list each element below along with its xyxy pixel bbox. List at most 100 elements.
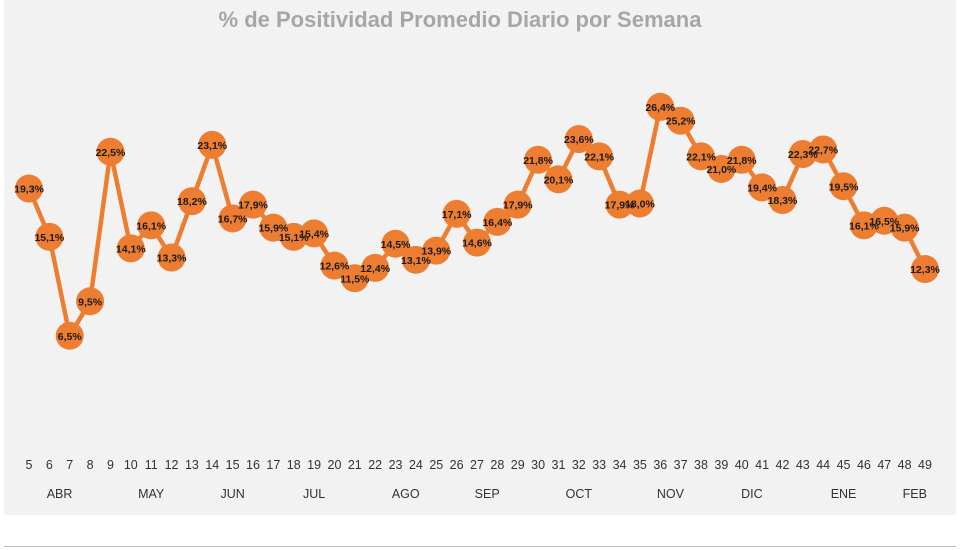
month-label: OCT <box>566 487 593 501</box>
x-tick-label: 10 <box>124 458 138 472</box>
x-tick-label: 18 <box>287 458 301 472</box>
data-point-marker <box>15 174 43 203</box>
data-label: 23,6% <box>564 134 594 146</box>
x-tick-label: 27 <box>470 458 484 472</box>
data-point-marker <box>381 229 410 258</box>
data-point-marker <box>605 190 634 219</box>
x-tick-label: 34 <box>613 458 627 472</box>
x-tick-label: 15 <box>226 458 240 472</box>
series-layer <box>15 92 939 350</box>
data-label: 23,1% <box>197 140 227 152</box>
x-tick-label: 47 <box>877 458 891 472</box>
chart-title: % de Positividad Promedio Diario por Sem… <box>219 7 703 32</box>
data-label: 22,3% <box>788 149 818 161</box>
x-tick-label: 13 <box>185 458 199 472</box>
data-point-marker <box>666 106 695 135</box>
x-tick-label: 46 <box>857 458 871 472</box>
data-point-marker <box>544 165 573 194</box>
data-label: 16,7% <box>218 213 248 225</box>
data-point-marker <box>503 190 532 219</box>
data-point-marker <box>177 187 206 216</box>
data-point-marker <box>646 92 675 121</box>
data-label: 15,1% <box>34 232 64 244</box>
data-point-marker <box>442 199 471 228</box>
x-tick-label: 43 <box>796 458 810 472</box>
data-point-marker <box>829 172 858 201</box>
data-label: 16,4% <box>482 217 512 229</box>
x-tick-label: 29 <box>511 458 525 472</box>
data-label: 18,3% <box>768 195 798 207</box>
data-point-marker <box>422 236 451 265</box>
month-label: JUL <box>303 487 325 501</box>
x-tick-label: 31 <box>552 458 566 472</box>
x-tick-label: 36 <box>653 458 667 472</box>
data-label: 18,2% <box>177 196 207 208</box>
data-label: 17,9% <box>503 200 533 212</box>
x-tick-label: 49 <box>918 458 932 472</box>
month-label: JUN <box>220 487 244 501</box>
x-tick-label: 6 <box>46 458 53 472</box>
x-tick-label: 22 <box>368 458 382 472</box>
data-point-marker <box>483 207 512 236</box>
x-tick-label: 21 <box>348 458 362 472</box>
data-point-marker <box>116 234 145 263</box>
data-point-marker <box>300 219 329 248</box>
data-label: 14,6% <box>462 238 492 250</box>
month-label: MAY <box>138 487 165 501</box>
data-point-marker <box>320 251 349 280</box>
x-tick-label: 12 <box>165 458 179 472</box>
data-label: 6,5% <box>58 331 83 343</box>
data-point-marker <box>687 142 715 171</box>
x-tick-label: 35 <box>633 458 647 472</box>
data-point-marker <box>625 189 654 218</box>
x-tick-label: 23 <box>389 458 403 472</box>
x-tick-label: 32 <box>572 458 586 472</box>
data-point-marker <box>361 253 390 282</box>
data-label: 12,4% <box>360 263 390 275</box>
data-label: 15,9% <box>890 223 920 235</box>
data-label: 9,5% <box>78 296 103 308</box>
data-label-layer: 19,3% 15,1% 6,5% 9,5% 22,5% 14,1% 16,1% 13,3% 18… <box>14 102 940 343</box>
x-tick-label: 26 <box>450 458 464 472</box>
x-tick-label: 5 <box>26 458 33 472</box>
data-point-marker <box>585 142 614 171</box>
data-label: 12,3% <box>910 264 940 276</box>
data-point-marker <box>890 213 919 242</box>
data-point-marker <box>809 135 838 164</box>
x-tick-label: 40 <box>735 458 749 472</box>
data-point-marker <box>748 173 777 202</box>
data-label: 15,1% <box>279 232 309 244</box>
x-tick-label: 11 <box>145 458 158 472</box>
data-label: 16,1% <box>849 220 879 232</box>
data-point-marker <box>198 130 227 159</box>
data-label: 26,4% <box>645 102 675 114</box>
x-tick-label: 45 <box>837 458 851 472</box>
data-label: 13,3% <box>157 253 187 265</box>
x-tick-label: 24 <box>409 458 423 472</box>
x-tick-label: 38 <box>694 458 708 472</box>
data-point-marker <box>727 145 756 174</box>
data-label: 17,9% <box>605 200 635 212</box>
x-tick-label: 9 <box>107 458 114 472</box>
month-label: AGO <box>392 487 420 501</box>
data-label: 17,1% <box>442 209 472 221</box>
data-point-marker <box>463 228 491 257</box>
x-tick-label: 42 <box>776 458 790 472</box>
data-label: 19,3% <box>14 184 44 196</box>
data-label: 15,9% <box>258 223 288 235</box>
x-tick-label: 39 <box>714 458 728 472</box>
data-point-marker <box>76 287 105 316</box>
data-label: 16,5% <box>869 216 899 228</box>
x-tick-label: 37 <box>674 458 688 472</box>
data-label: 19,4% <box>747 182 777 194</box>
data-point-marker <box>96 137 125 166</box>
x-tick-label: 7 <box>66 458 73 472</box>
data-label: 17,9% <box>238 200 268 212</box>
data-label: 11,5% <box>340 273 370 285</box>
month-label: NOV <box>657 487 685 501</box>
x-tick-label: 48 <box>898 458 912 472</box>
data-label: 19,5% <box>829 181 859 193</box>
x-tick-label: 33 <box>592 458 606 472</box>
x-tick-label: 17 <box>266 458 280 472</box>
data-point-marker <box>35 222 64 251</box>
